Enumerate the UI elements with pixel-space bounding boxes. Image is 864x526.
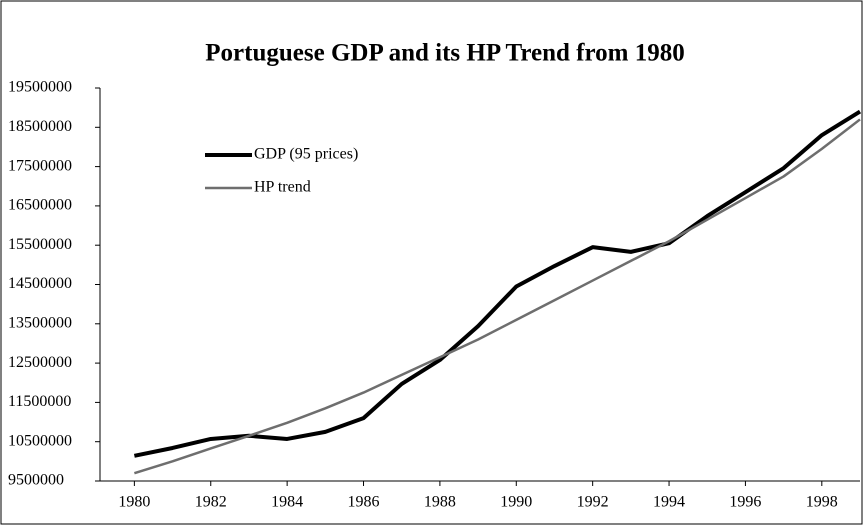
y-tick-label: 11500000 bbox=[8, 393, 71, 410]
y-tick-label: 18500000 bbox=[8, 118, 72, 135]
y-tick-label: 10500000 bbox=[8, 432, 72, 449]
x-tick-label: 1998 bbox=[806, 494, 838, 511]
y-tick-label: 9500000 bbox=[8, 472, 64, 489]
series-line bbox=[133, 109, 862, 458]
y-tick-label: 16500000 bbox=[8, 197, 72, 214]
y-tick-label: 12500000 bbox=[8, 354, 72, 371]
x-tick-label: 1988 bbox=[424, 494, 456, 511]
y-tick-label: 19500000 bbox=[8, 79, 72, 96]
chart-title: Portuguese GDP and its HP Trend from 198… bbox=[205, 40, 684, 67]
legend-label: HP trend bbox=[254, 179, 311, 196]
x-tick-label: 1994 bbox=[653, 494, 685, 511]
x-tick-label: 1980 bbox=[118, 494, 150, 511]
x-tick-label: 1982 bbox=[195, 494, 227, 511]
x-tick-label: 1984 bbox=[271, 494, 303, 511]
y-tick-label: 13500000 bbox=[8, 314, 72, 331]
series-line bbox=[134, 118, 861, 475]
x-tick-label: 1996 bbox=[729, 494, 761, 511]
legend-label: GDP (95 prices) bbox=[254, 146, 358, 163]
y-tick-label: 15500000 bbox=[8, 236, 72, 253]
y-tick-label: 14500000 bbox=[8, 275, 72, 292]
x-tick-label: 1990 bbox=[500, 494, 532, 511]
y-tick-label: 17500000 bbox=[8, 157, 72, 174]
x-tick-label: 1992 bbox=[577, 494, 609, 511]
x-tick-label: 1986 bbox=[348, 494, 380, 511]
